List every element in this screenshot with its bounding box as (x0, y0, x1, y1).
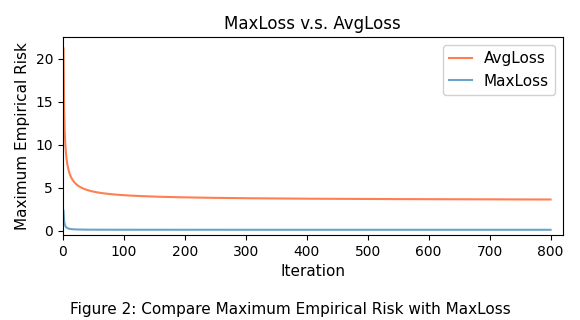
Legend: AvgLoss, MaxLoss: AvgLoss, MaxLoss (443, 45, 555, 95)
MaxLoss (480, 228, 487, 232)
MaxLoss (90, 228, 97, 232)
Line: AvgLoss: AvgLoss (64, 49, 550, 199)
MaxLoss (356, 228, 362, 232)
AvgLoss (547, 197, 554, 201)
AvgLoss (429, 197, 436, 201)
AvgLoss (370, 197, 377, 201)
MaxLoss (370, 228, 377, 232)
MaxLoss (60, 209, 67, 212)
Y-axis label: Maximum Empirical Risk: Maximum Empirical Risk (15, 42, 30, 230)
Title: MaxLoss v.s. AvgLoss: MaxLoss v.s. AvgLoss (224, 15, 401, 33)
AvgLoss (60, 47, 67, 51)
AvgLoss (343, 197, 350, 201)
MaxLoss (429, 228, 436, 232)
MaxLoss (547, 228, 554, 232)
AvgLoss (480, 197, 487, 201)
AvgLoss (90, 190, 97, 194)
Text: Figure 2: Compare Maximum Empirical Risk with MaxLoss: Figure 2: Compare Maximum Empirical Risk… (70, 302, 510, 317)
AvgLoss (356, 197, 362, 201)
Line: MaxLoss: MaxLoss (64, 211, 550, 230)
X-axis label: Iteration: Iteration (280, 264, 345, 279)
MaxLoss (343, 228, 350, 232)
